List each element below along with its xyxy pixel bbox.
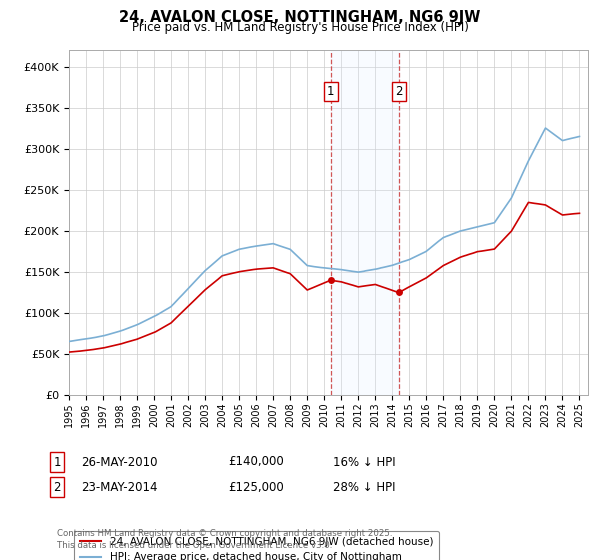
Text: 26-MAY-2010: 26-MAY-2010 — [81, 455, 157, 469]
Text: Contains HM Land Registry data © Crown copyright and database right 2025.
This d: Contains HM Land Registry data © Crown c… — [57, 529, 392, 550]
Bar — [331, 50, 399, 395]
Text: Price paid vs. HM Land Registry's House Price Index (HPI): Price paid vs. HM Land Registry's House … — [131, 21, 469, 34]
Text: 28% ↓ HPI: 28% ↓ HPI — [333, 480, 395, 494]
Text: 24, AVALON CLOSE, NOTTINGHAM, NG6 9JW: 24, AVALON CLOSE, NOTTINGHAM, NG6 9JW — [119, 10, 481, 25]
Text: £125,000: £125,000 — [228, 480, 284, 494]
Legend: 24, AVALON CLOSE, NOTTINGHAM, NG6 9JW (detached house), HPI: Average price, deta: 24, AVALON CLOSE, NOTTINGHAM, NG6 9JW (d… — [74, 531, 439, 560]
Text: 23-MAY-2014: 23-MAY-2014 — [81, 480, 157, 494]
Text: 16% ↓ HPI: 16% ↓ HPI — [333, 455, 395, 469]
Text: 1: 1 — [327, 85, 334, 98]
Text: 1: 1 — [53, 455, 61, 469]
Text: 2: 2 — [395, 85, 403, 98]
Text: 2: 2 — [53, 480, 61, 494]
Text: £140,000: £140,000 — [228, 455, 284, 469]
